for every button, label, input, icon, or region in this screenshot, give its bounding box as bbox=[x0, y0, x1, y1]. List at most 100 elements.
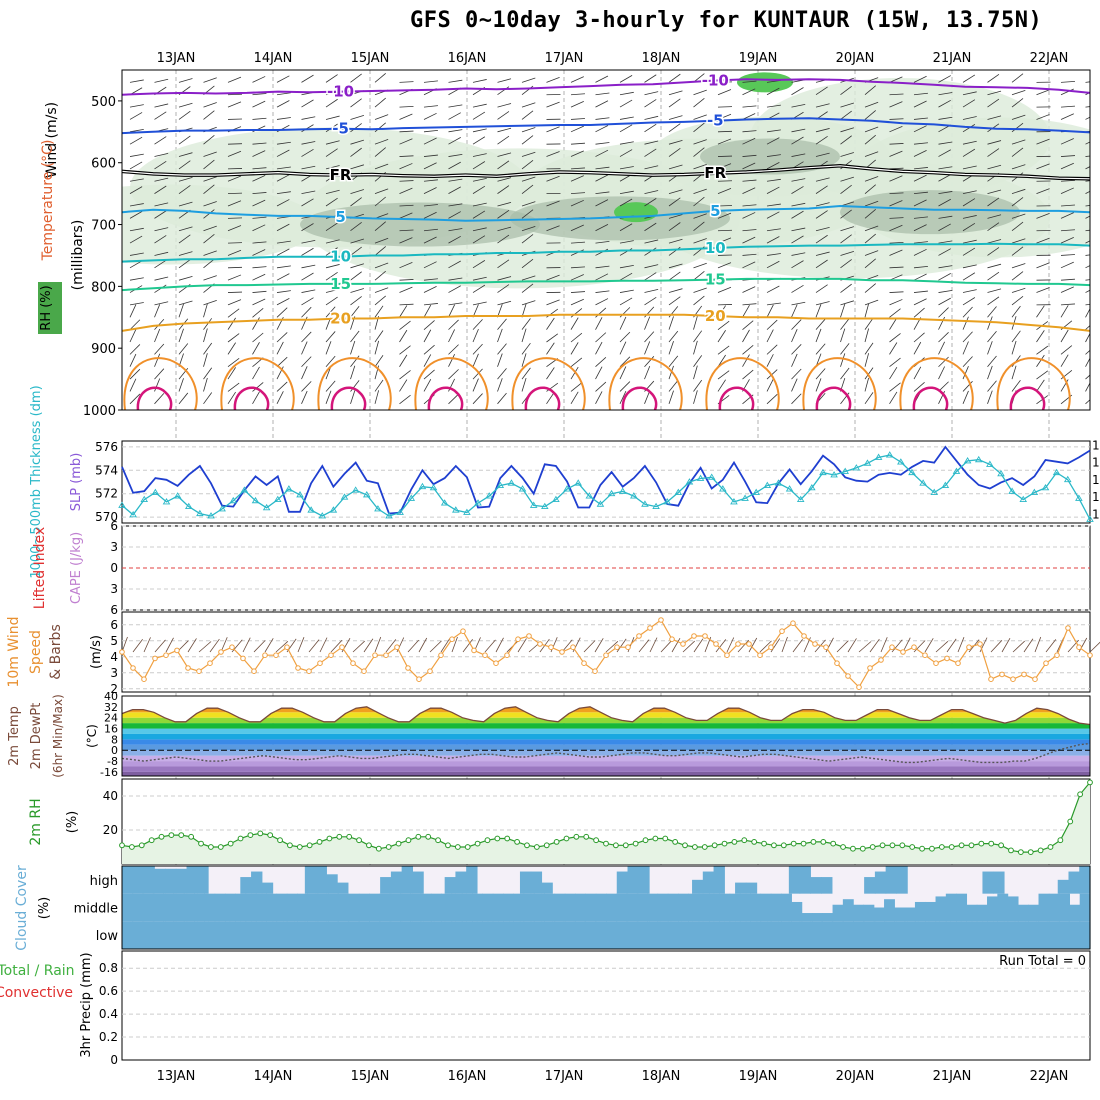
wind10m-barb bbox=[495, 637, 504, 653]
wind-barb bbox=[864, 283, 876, 293]
wind10m-barb bbox=[517, 638, 527, 653]
wind10m-point bbox=[273, 652, 279, 659]
wind-barb bbox=[987, 306, 997, 318]
wind-barb bbox=[546, 175, 560, 182]
wind-barb bbox=[962, 91, 977, 96]
wind-barb bbox=[252, 174, 266, 182]
wind10m-barb bbox=[1067, 639, 1080, 653]
rh-shading-dark bbox=[840, 190, 1020, 235]
rh2m-point bbox=[336, 833, 343, 840]
wind-barb bbox=[864, 392, 874, 405]
temp-contour-line bbox=[122, 204, 1090, 222]
rh2m-point bbox=[553, 839, 560, 845]
wind-barb bbox=[350, 123, 362, 133]
wind-barb bbox=[889, 333, 901, 343]
wind-barb bbox=[521, 318, 531, 330]
wind-barb bbox=[252, 76, 266, 83]
wind-barb bbox=[521, 367, 531, 380]
thickness-point bbox=[285, 485, 293, 492]
cloud-bar bbox=[347, 921, 360, 949]
wind-barb bbox=[693, 330, 703, 343]
wind10m-barb bbox=[143, 637, 151, 653]
wind-barb bbox=[472, 343, 483, 355]
wind-barb bbox=[1011, 340, 1017, 355]
thickness-point bbox=[440, 499, 449, 506]
wind10m-barb bbox=[715, 639, 727, 653]
date-label-bottom: 22JAN bbox=[1030, 1069, 1069, 1084]
wind-barb bbox=[668, 90, 683, 96]
contour-label: 20 bbox=[330, 310, 351, 328]
cloud-bar bbox=[791, 901, 803, 922]
wind-barb bbox=[619, 381, 631, 392]
rh2m-point bbox=[1077, 791, 1084, 798]
rh2m-point bbox=[612, 842, 619, 849]
wind-barb bbox=[1085, 141, 1090, 145]
pressure-tick-label: 1000 bbox=[83, 404, 116, 419]
wind10m-barb bbox=[847, 638, 857, 653]
wind-barb bbox=[570, 199, 584, 207]
wind10m-point bbox=[119, 649, 125, 655]
wind-barb bbox=[570, 76, 584, 83]
wind-barb bbox=[938, 198, 951, 207]
cloud-row-label: high bbox=[90, 874, 118, 889]
rh2m-point bbox=[514, 839, 521, 845]
run-total-label: Run Total = 0 bbox=[999, 954, 1086, 969]
wind-barb bbox=[987, 331, 997, 343]
cloud-bar bbox=[390, 921, 403, 949]
wind-barb bbox=[497, 343, 507, 355]
thickness-point bbox=[463, 508, 471, 515]
rh2m-point bbox=[998, 842, 1005, 849]
wind-barb bbox=[619, 116, 634, 120]
wind10m-point bbox=[482, 652, 488, 659]
wind-barb bbox=[717, 345, 730, 355]
date-label-bottom: 16JAN bbox=[448, 1069, 487, 1084]
wind-barb bbox=[399, 286, 413, 293]
rh2m-point bbox=[909, 844, 916, 850]
contour-label: -10 bbox=[327, 83, 354, 101]
cloud-bar bbox=[369, 893, 381, 922]
wind10m-barb bbox=[407, 639, 420, 653]
cloud-frame-outline bbox=[121, 865, 1091, 950]
wind-barb bbox=[497, 234, 510, 244]
wind-barb bbox=[668, 355, 679, 367]
wind-barb bbox=[570, 274, 584, 281]
wind-barb bbox=[619, 366, 627, 380]
wind10m-point bbox=[911, 644, 917, 651]
wind-barb bbox=[570, 175, 584, 182]
wind-barb bbox=[252, 249, 266, 256]
wind-barb bbox=[766, 319, 778, 330]
wind-barb bbox=[350, 271, 362, 281]
cloud-bar bbox=[175, 921, 188, 949]
wind-barb bbox=[864, 258, 876, 269]
wind-barb bbox=[644, 365, 651, 380]
wind-barb bbox=[742, 369, 754, 380]
wind-barb bbox=[472, 136, 486, 145]
contour-label: FR bbox=[330, 166, 352, 184]
wind-barb bbox=[546, 391, 555, 405]
wind-barb bbox=[742, 236, 756, 244]
wind-barb bbox=[595, 240, 610, 244]
wind-barb bbox=[619, 264, 634, 269]
wind10m-point bbox=[922, 652, 928, 659]
rh2m-area bbox=[122, 782, 1090, 864]
wind-barb bbox=[276, 341, 284, 355]
wind-barb bbox=[938, 75, 951, 83]
wind-barb bbox=[154, 78, 169, 83]
wind10m-point bbox=[295, 665, 301, 671]
wind-barb bbox=[570, 391, 579, 405]
cloud-bar bbox=[573, 921, 586, 949]
wind-barb bbox=[791, 178, 806, 182]
wind-barb bbox=[693, 262, 707, 269]
wind-barb bbox=[472, 111, 486, 120]
cloud-bar bbox=[935, 896, 947, 922]
wind-barb bbox=[1011, 213, 1026, 219]
wind-barb bbox=[374, 295, 386, 306]
wind-barb bbox=[668, 189, 683, 195]
wind-barb bbox=[864, 367, 874, 380]
wind10m-barb bbox=[748, 637, 758, 653]
wind-barb bbox=[325, 239, 340, 244]
wind-barb bbox=[423, 286, 437, 293]
wind-barb bbox=[1085, 399, 1090, 405]
wind-barb bbox=[693, 271, 705, 281]
